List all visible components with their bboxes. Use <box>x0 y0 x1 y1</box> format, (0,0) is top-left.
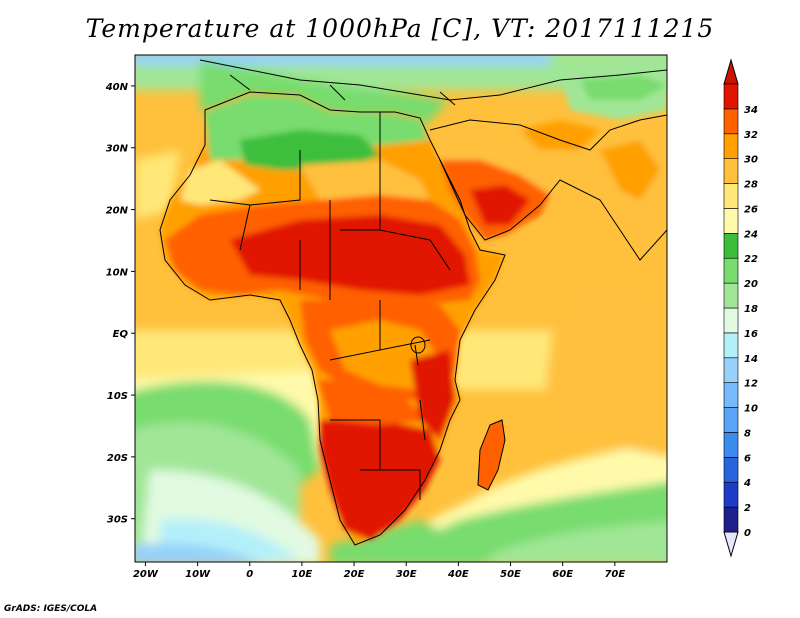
colorbar-label: 16 <box>744 329 758 340</box>
temperature-field <box>135 55 667 562</box>
colorbar-swatch <box>723 108 739 135</box>
colorbar-label: 22 <box>744 254 758 265</box>
lon-tick-label: 30E <box>396 569 417 580</box>
colorbar-label: 24 <box>744 229 758 240</box>
lon-tick-label: 50E <box>500 569 521 580</box>
plot-frame <box>134 54 668 563</box>
lat-tick-label: 20N <box>106 206 129 217</box>
lat-tick-label: 10S <box>107 391 128 402</box>
colorbar-label: 8 <box>744 428 751 439</box>
colorbar-swatch <box>723 382 739 408</box>
colorbar-label: 10 <box>744 404 758 415</box>
colorbar-label: 28 <box>744 180 758 191</box>
lat-tick-label: 10N <box>106 267 129 278</box>
latitude-axis: 40N 30N 20N 10N EQ 10S 20S 30S <box>105 82 135 526</box>
colorbar-label: 4 <box>743 478 751 489</box>
colorbar-label: 30 <box>744 155 758 166</box>
colorbar-under-arrow <box>723 531 739 558</box>
colorbar-swatch <box>723 83 739 110</box>
lat-tick-label: 40N <box>105 82 129 93</box>
colorbar-label: 32 <box>744 130 758 141</box>
colorbar-over-arrow <box>723 58 739 85</box>
colorbar-swatch <box>723 457 739 483</box>
colorbar-swatch <box>723 183 739 209</box>
colorbar-swatch <box>723 506 739 533</box>
grads-credit: GrADS: IGES/COLA <box>4 604 98 614</box>
lon-tick-label: 0 <box>246 569 253 580</box>
colorbar-swatch <box>723 432 739 458</box>
colorbar-label: 34 <box>744 105 758 116</box>
lat-tick-label: 30N <box>106 144 129 155</box>
lon-tick-label: 10W <box>185 569 211 580</box>
lon-tick-label: 10E <box>292 569 313 580</box>
colorbar-swatch <box>723 233 739 259</box>
colorbar-label: 20 <box>744 279 758 290</box>
colorbar-label: 26 <box>744 204 758 215</box>
colorbar-swatch <box>723 357 739 383</box>
lat-tick-label: EQ <box>113 329 129 340</box>
colorbar-label: 12 <box>744 379 758 390</box>
colorbar-swatch <box>723 282 739 309</box>
colorbar-swatch <box>723 208 739 234</box>
colorbar-label: 18 <box>744 304 758 315</box>
lat-tick-label: 20S <box>107 453 128 464</box>
longitude-axis: 20W 10W 0 10E 20E 30E 40E 50E 60E 70E <box>133 562 625 580</box>
colorbar-swatch <box>723 332 739 359</box>
lat-tick-label: 30S <box>107 515 128 526</box>
map-title: Temperature at 1000hPa [C], VT: 20171112… <box>85 14 715 43</box>
colorbar-label: 0 <box>744 528 751 539</box>
colorbar-label: 6 <box>744 453 751 464</box>
colorbar-swatch <box>723 257 739 284</box>
colorbar-label: 14 <box>744 354 758 365</box>
colorbar-swatch <box>723 481 739 508</box>
colorbar-label: 2 <box>744 503 751 514</box>
colorbar-swatch <box>723 307 739 334</box>
lon-tick-label: 20W <box>133 569 159 580</box>
colorbar-swatch <box>723 407 739 433</box>
lon-tick-label: 60E <box>552 569 573 580</box>
lon-tick-label: 40E <box>447 569 469 580</box>
colorbar-swatch <box>723 133 739 159</box>
lon-tick-label: 20E <box>344 569 365 580</box>
colorbar-swatch <box>723 158 739 184</box>
lon-tick-label: 70E <box>604 569 625 580</box>
